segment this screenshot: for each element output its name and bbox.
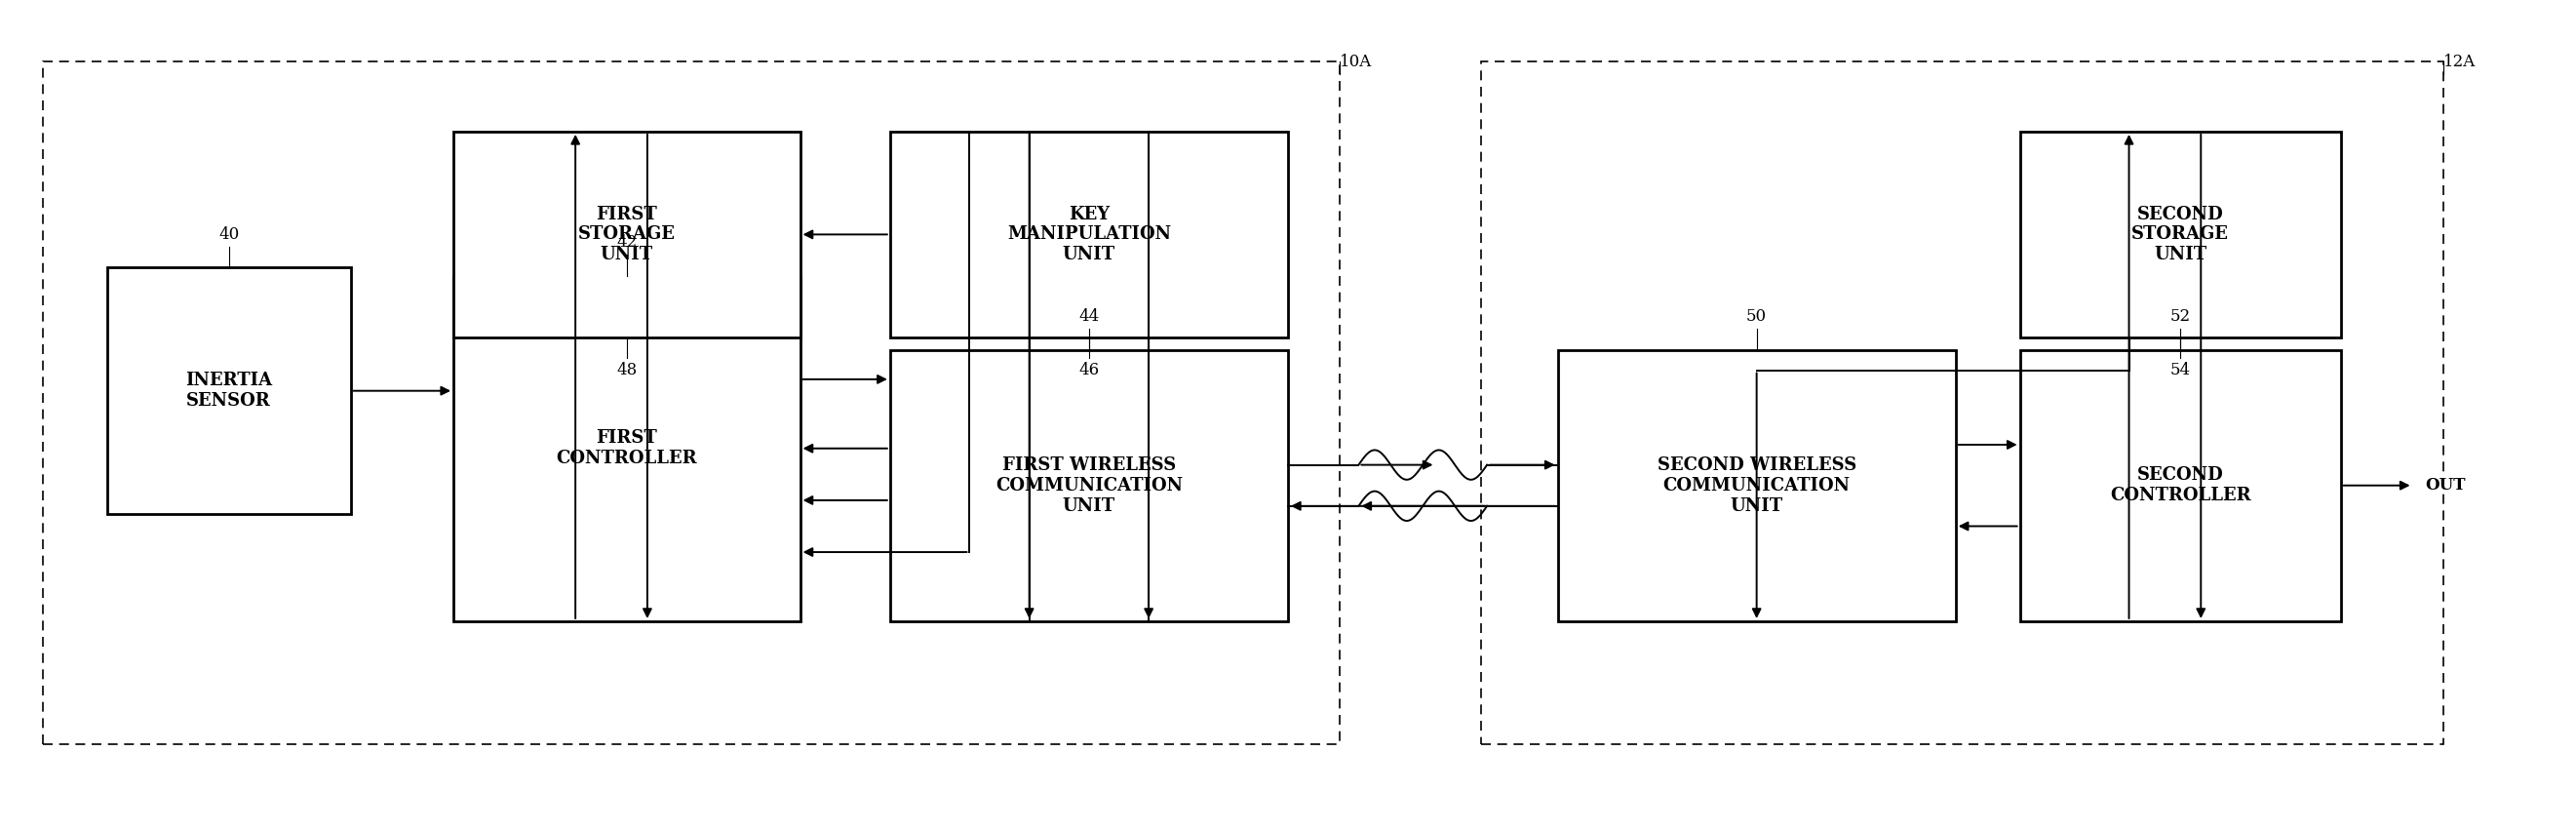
Bar [453, 131, 801, 337]
Text: INERTIA
SENSOR: INERTIA SENSOR [185, 372, 273, 410]
Text: 40: 40 [219, 226, 240, 243]
Bar [453, 276, 801, 622]
Bar [2020, 131, 2342, 337]
Text: 48: 48 [616, 362, 636, 379]
Text: 42: 42 [616, 234, 636, 251]
Bar [2020, 350, 2342, 622]
Bar [889, 350, 1288, 622]
Text: 50: 50 [1747, 308, 1767, 325]
Text: KEY
MANIPULATION
UNIT: KEY MANIPULATION UNIT [1007, 205, 1172, 263]
Text: 10A: 10A [1340, 53, 1373, 70]
Text: 46: 46 [1079, 362, 1100, 379]
Bar [106, 268, 350, 514]
Text: 52: 52 [2169, 308, 2190, 325]
Text: SECOND
CONTROLLER: SECOND CONTROLLER [2110, 466, 2251, 504]
Text: FIRST WIRELESS
COMMUNICATION
UNIT: FIRST WIRELESS COMMUNICATION UNIT [994, 456, 1182, 514]
Text: SECOND WIRELESS
COMMUNICATION
UNIT: SECOND WIRELESS COMMUNICATION UNIT [1656, 456, 1857, 514]
Bar [1481, 61, 2445, 745]
Text: FIRST
CONTROLLER: FIRST CONTROLLER [556, 430, 698, 467]
Text: OUT: OUT [2427, 477, 2465, 494]
Text: 44: 44 [1079, 308, 1100, 325]
Text: 54: 54 [2169, 362, 2190, 379]
Text: FIRST
STORAGE
UNIT: FIRST STORAGE UNIT [577, 205, 675, 263]
Text: 12A: 12A [2445, 53, 2476, 70]
Text: SECOND
STORAGE
UNIT: SECOND STORAGE UNIT [2133, 205, 2228, 263]
Bar [889, 131, 1288, 337]
Bar [1558, 350, 1955, 622]
Bar [44, 61, 1340, 745]
